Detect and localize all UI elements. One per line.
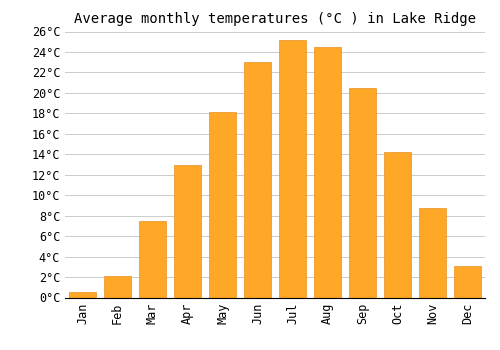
Bar bbox=[350, 88, 376, 298]
Bar bbox=[280, 40, 305, 298]
Bar bbox=[314, 47, 340, 298]
Bar bbox=[244, 62, 270, 298]
Bar bbox=[420, 209, 446, 298]
Bar bbox=[384, 152, 410, 298]
Bar bbox=[140, 221, 166, 298]
Title: Average monthly temperatures (°C ) in Lake Ridge: Average monthly temperatures (°C ) in La… bbox=[74, 12, 476, 26]
Bar bbox=[454, 266, 480, 297]
Bar bbox=[210, 112, 236, 298]
Bar bbox=[104, 276, 130, 298]
Bar bbox=[70, 292, 96, 298]
Bar bbox=[174, 164, 201, 298]
